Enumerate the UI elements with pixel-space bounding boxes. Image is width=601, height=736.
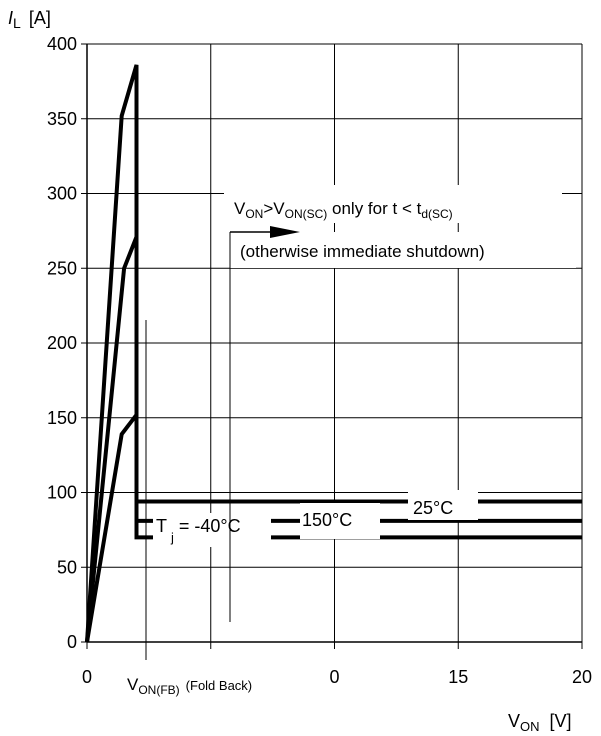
y-tick-label: 300 (47, 184, 77, 204)
tj-label: Tj = -40°C (156, 516, 241, 545)
y-tick-label: 100 (47, 483, 77, 503)
x-axis-title: VON [V] (508, 711, 572, 734)
series-line (85, 408, 582, 643)
axes (81, 43, 583, 649)
y-tick-labels: 0 50 100 150 200 250 300 350 400 (47, 34, 77, 652)
y-tick-label: 200 (47, 333, 77, 353)
note2-label: (otherwise immediate shutdown) (240, 242, 485, 261)
series-line (85, 236, 582, 643)
axis-titles: IL [A] VON [V] (8, 8, 572, 734)
label-25: 25°C (413, 498, 453, 518)
label-150-bg (300, 503, 380, 539)
y-tick-label: 0 (67, 632, 77, 652)
x-tick-label: 15 (448, 667, 468, 687)
grid (87, 43, 583, 642)
y-tick-label: 250 (47, 258, 77, 278)
foldback-label: VON(FB) (Fold Back) (127, 675, 252, 697)
x-tick-label: 0 (329, 667, 339, 687)
y-tick-label: 150 (47, 408, 77, 428)
arrow-head (270, 226, 300, 238)
x-tick-label: 20 (572, 667, 592, 687)
y-tick-label: 50 (57, 557, 77, 577)
x-tick-labels: 0 0 15 20 (82, 667, 592, 687)
tj-label-bg (153, 513, 271, 547)
arrow-note-label: VON>VON(SC) only for t < td(SC) (234, 199, 453, 221)
note2-bg (230, 232, 576, 268)
series-lines (85, 64, 582, 643)
label-150: 150°C (302, 510, 352, 530)
series-line (85, 64, 582, 643)
annotations: VON>VON(SC) only for t < td(SC) (otherwi… (127, 185, 576, 697)
y-tick-label: 400 (47, 34, 77, 54)
y-axis-title: IL [A] (8, 8, 51, 31)
arrow-note-bg (224, 185, 562, 223)
y-tick-label: 350 (47, 109, 77, 129)
x-tick-label: 0 (82, 667, 92, 687)
label-25-bg (408, 490, 478, 520)
